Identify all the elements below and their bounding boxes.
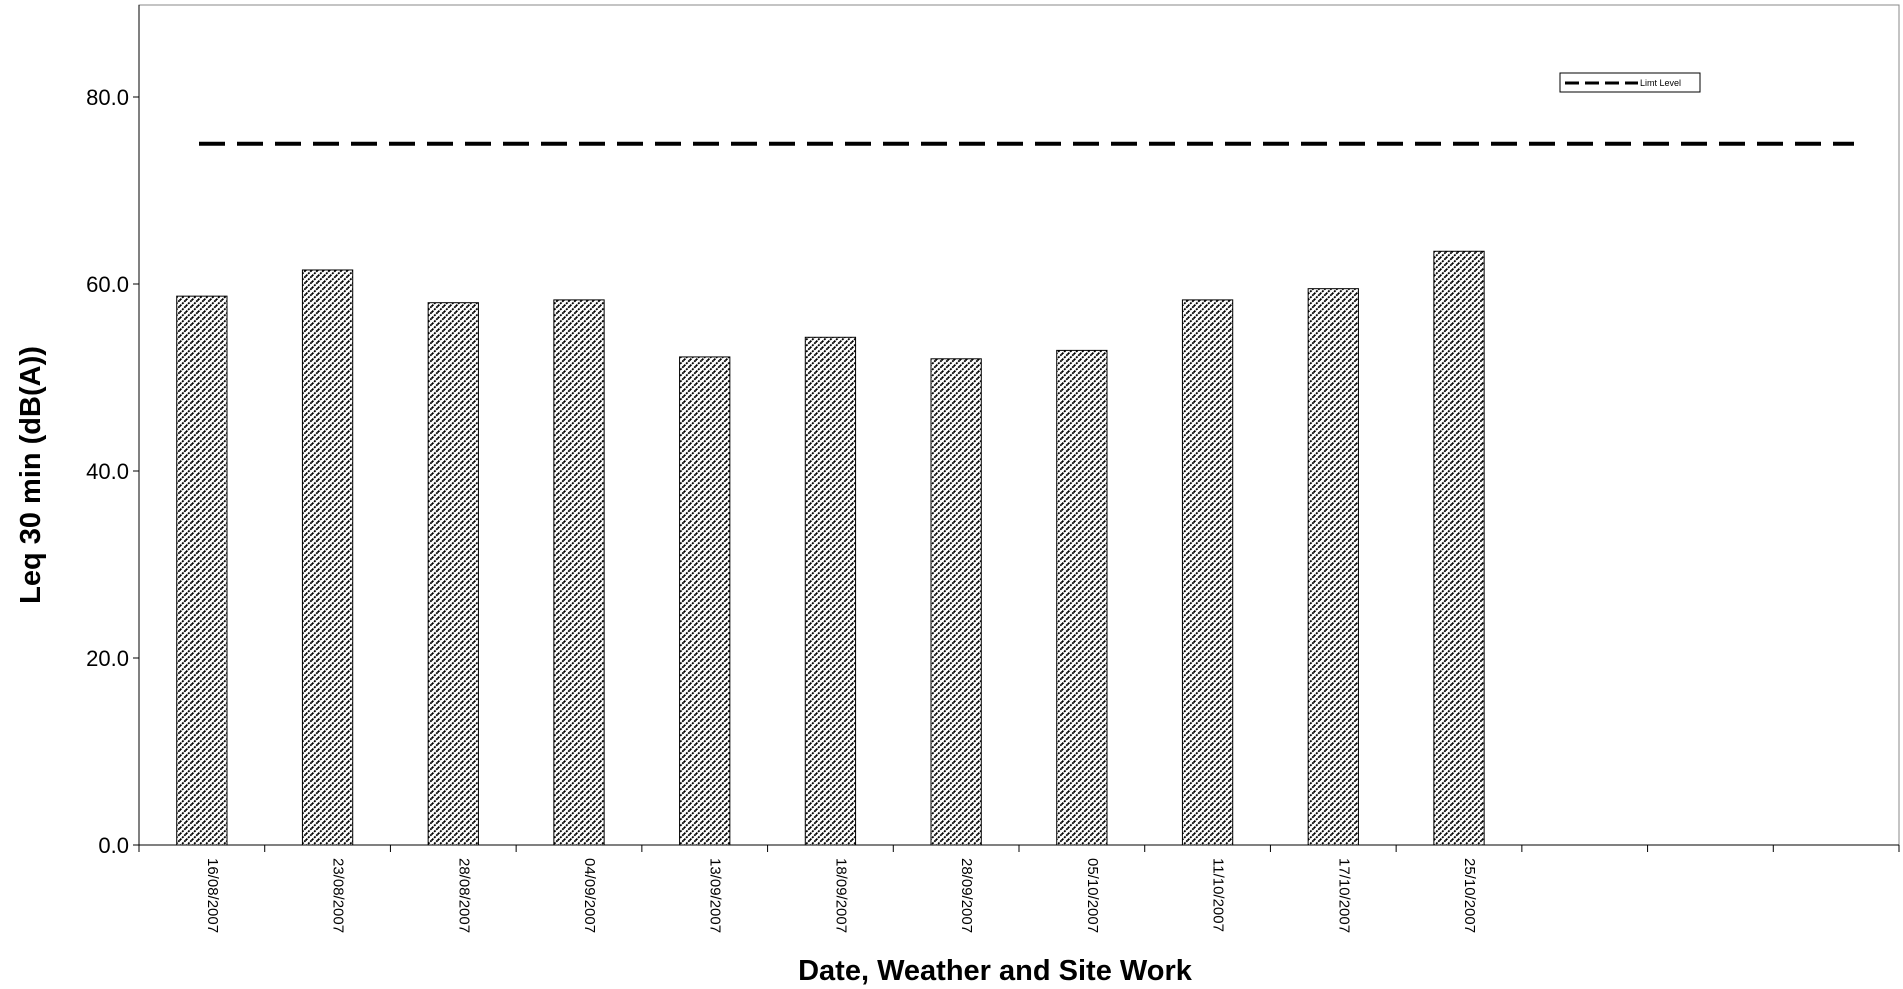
y-tick-label: 60.0 <box>86 272 129 297</box>
legend-label: Limt Level <box>1640 78 1681 88</box>
x-tick-label: 05/10/2007 <box>1084 858 1101 933</box>
x-tick-label: 13/09/2007 <box>707 858 724 933</box>
x-axis: 16/08/2007 23/08/2007 28/08/2007 04/09/2007… <box>138 844 1900 933</box>
bar <box>930 358 982 846</box>
x-axis-title: Date, Weather and Site Work <box>798 955 1193 987</box>
x-tick-label: 17/10/2007 <box>1335 858 1352 933</box>
bar <box>804 336 857 846</box>
y-axis: 0.0 20.0 40.0 60.0 80.0 <box>86 5 140 858</box>
bar <box>176 295 228 846</box>
x-tick-label: 28/09/2007 <box>958 858 975 933</box>
y-axis-title: Leq 30 min (dB(A)) <box>15 346 47 604</box>
bar <box>1181 299 1234 846</box>
x-tick-label: 28/08/2007 <box>455 858 472 933</box>
bar <box>1056 349 1108 846</box>
bar <box>301 269 354 846</box>
x-tick-label: 18/09/2007 <box>832 858 849 933</box>
y-tick-label: 0.0 <box>98 833 129 858</box>
y-tick-label: 80.0 <box>86 85 129 110</box>
plot-area <box>138 4 1900 846</box>
y-tick-label: 20.0 <box>86 646 129 671</box>
x-tick-label: 25/10/2007 <box>1461 858 1478 933</box>
x-tick-label: 04/09/2007 <box>581 858 598 933</box>
bar <box>1433 250 1485 846</box>
bar <box>427 302 479 846</box>
bar-series <box>176 250 1485 846</box>
bar <box>679 356 731 846</box>
x-tick-label: 16/08/2007 <box>204 858 221 933</box>
bar <box>553 299 605 846</box>
legend: Limt Level <box>1559 72 1701 93</box>
bar <box>1307 288 1359 846</box>
x-tick-label: 23/08/2007 <box>330 858 347 933</box>
x-tick-label: 11/10/2007 <box>1210 858 1227 932</box>
y-tick-label: 40.0 <box>86 459 129 484</box>
